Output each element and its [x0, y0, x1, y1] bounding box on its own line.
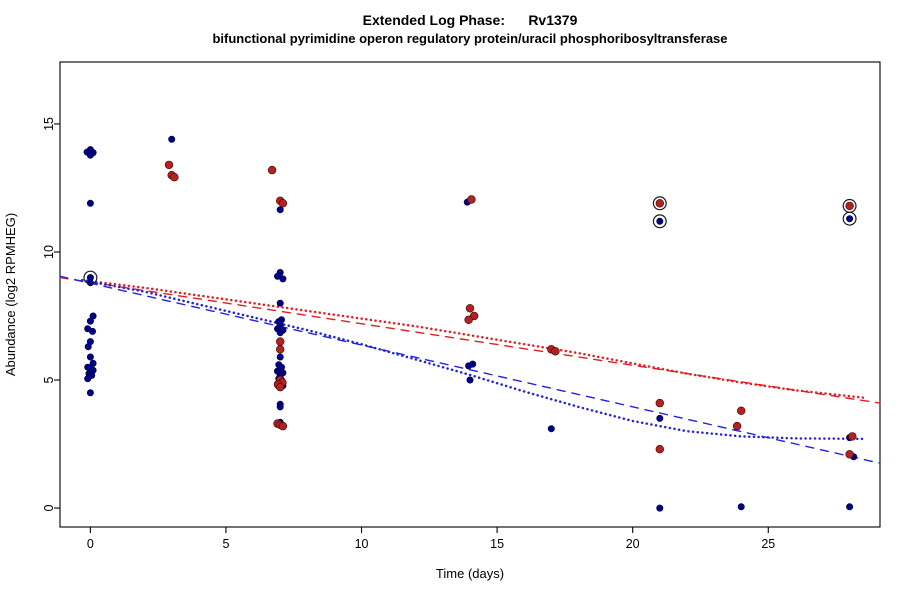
series-blue-point: [846, 503, 854, 511]
series-red-point: [170, 173, 179, 182]
y-tick-label: 5: [42, 376, 56, 383]
y-tick-label: 10: [42, 245, 56, 259]
highlight-ring: [652, 196, 667, 211]
plot-box: [59, 61, 881, 528]
red-smooth-fit: [80, 278, 868, 400]
highlight-ring: [842, 211, 857, 226]
y-tick-label: 15: [42, 117, 56, 131]
series-red-point: [276, 345, 285, 354]
x-tick-label: 20: [626, 537, 640, 551]
highlight-ring: [83, 270, 98, 285]
series-blue-point: [89, 327, 97, 335]
y-axis-label: Abundance (log2 RPMHEG): [3, 213, 18, 376]
x-tick-label: 0: [87, 537, 94, 551]
series-red-point: [464, 315, 473, 324]
series-blue-point: [466, 376, 474, 384]
series-red-point: [164, 160, 174, 170]
series-red-point: [276, 337, 285, 346]
series-red-point: [278, 421, 288, 431]
series-blue-point: [276, 353, 284, 361]
chart-title: Extended Log Phase: Rv1379: [362, 12, 578, 28]
series-blue-point: [86, 199, 94, 207]
x-axis-label: Time (days): [436, 566, 504, 581]
x-tick-label: 10: [355, 537, 369, 551]
series-red-point: [848, 432, 857, 441]
x-tick-label: 5: [222, 537, 229, 551]
chart-subtitle: bifunctional pyrimidine operon regulator…: [212, 31, 728, 46]
series-red-point: [267, 165, 277, 175]
series-red-point: [551, 347, 560, 356]
series-red-point: [655, 398, 664, 408]
series-blue-point: [737, 503, 745, 511]
highlight-ring: [652, 214, 667, 229]
series-blue-point: [84, 375, 92, 383]
series-red-point: [845, 450, 854, 459]
series-blue-point: [547, 425, 555, 433]
chart-title-block: Extended Log Phase: Rv1379 bifunctional …: [60, 10, 880, 48]
series-red-point: [655, 199, 664, 208]
series-blue-point: [276, 403, 284, 411]
blue-linear-fit: [59, 275, 881, 464]
series-red-point: [732, 421, 742, 431]
series-blue-point: [465, 362, 473, 370]
series-red-point: [845, 201, 854, 211]
x-tick-label: 25: [761, 537, 775, 551]
series-red-point: [736, 406, 746, 415]
series-blue-point: [279, 275, 287, 283]
series-blue-point: [86, 389, 94, 397]
red-linear-fit: [59, 276, 881, 404]
blue-smooth-fit: [80, 278, 868, 441]
series-red-point: [655, 445, 664, 454]
series-blue-point: [86, 353, 94, 361]
series-blue-point: [656, 217, 664, 225]
series-red-point: [278, 199, 288, 208]
series-blue-point: [86, 151, 94, 159]
series-blue-point: [656, 504, 664, 512]
series-blue-point: [276, 299, 284, 307]
series-red-point: [467, 195, 476, 204]
series-red-point: [276, 383, 285, 392]
series-blue-point: [276, 329, 284, 337]
y-tick-label: 0: [42, 505, 56, 512]
x-tick-label: 15: [490, 537, 504, 551]
series-blue-point: [86, 317, 94, 325]
series-blue-point: [656, 414, 664, 422]
series-red-point: [465, 304, 475, 313]
series-blue-point: [84, 343, 92, 351]
series-blue-point: [168, 135, 176, 143]
series-blue-point: [86, 279, 94, 287]
series-blue-point: [846, 215, 854, 223]
